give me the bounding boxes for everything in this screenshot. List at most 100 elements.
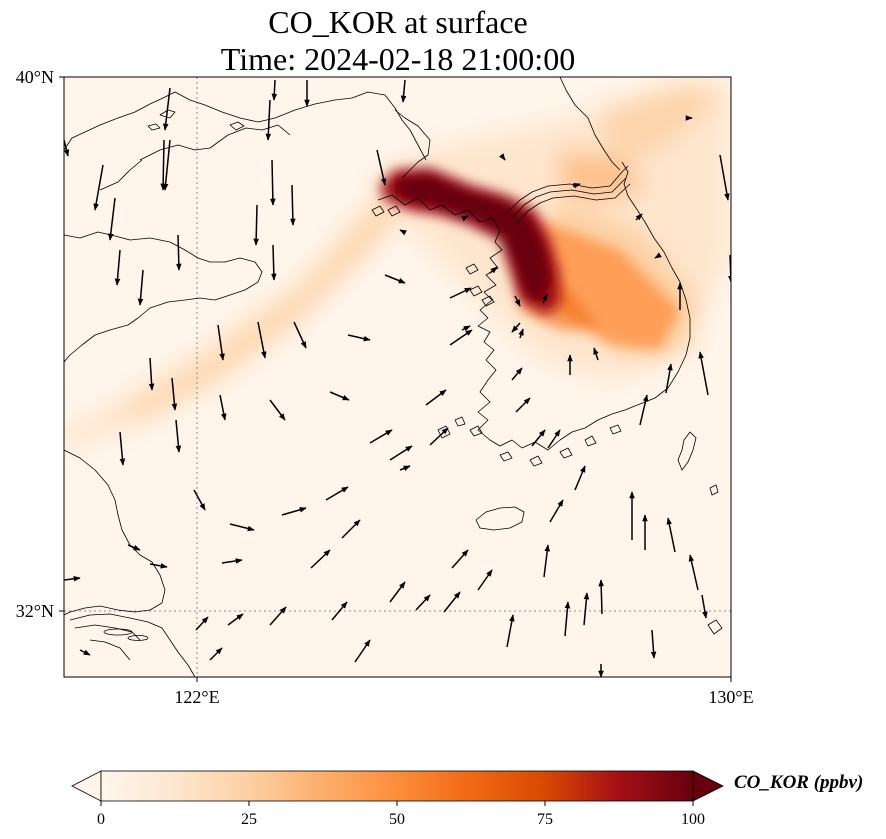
wind-arrow (547, 429, 561, 449)
wind-arrow (549, 499, 564, 523)
lat-tick-label-40: 40°N (16, 67, 54, 87)
wind-arrow (376, 149, 387, 186)
lat-axis: 40°N 32°N (16, 67, 64, 621)
wind-arrow (290, 184, 296, 226)
wind-arrow (389, 445, 413, 461)
wind-arrow (429, 427, 449, 446)
lon-tick-label-130: 130°E (708, 687, 753, 707)
small-island-2 (707, 619, 723, 635)
wind-arrow (107, 197, 116, 241)
wind-arrow (449, 329, 473, 346)
wind-arrow (79, 649, 91, 656)
wind-arrow (93, 164, 104, 211)
wind-arrow (511, 322, 521, 333)
wind-arrow (543, 544, 550, 578)
wind-arrow (415, 594, 431, 611)
colorbar-tick-50: 50 (389, 811, 405, 828)
wind-vectors (64, 79, 731, 677)
colorbar: 0 25 50 75 100 CO_KOR (ppbv) (71, 770, 863, 828)
wind-arrow (425, 389, 447, 406)
coastline-china (64, 91, 427, 677)
lon-axis: 122°E 130°E (174, 677, 754, 707)
wind-arrow (127, 544, 141, 551)
lat-tick-label-32: 32°N (16, 601, 54, 621)
wind-arrow (443, 591, 461, 613)
map-frame (63, 76, 732, 678)
wind-arrow (325, 486, 349, 501)
wind-arrow (329, 391, 350, 401)
wind-arrow (227, 613, 244, 626)
wind-arrow (341, 519, 361, 539)
wind-arrow (162, 87, 171, 131)
wind-arrow (598, 579, 604, 615)
wind-arrow (461, 215, 469, 222)
wind-arrow (666, 517, 676, 553)
wind-arrow (171, 377, 178, 411)
wind-arrow (176, 234, 182, 271)
wind-arrow (477, 569, 493, 591)
wind-arrow (193, 489, 206, 511)
wind-arrow (698, 351, 709, 396)
wind-arrow (449, 287, 472, 299)
wind-arrow (399, 465, 411, 471)
wind-arrow (461, 325, 471, 332)
wind-arrow (293, 321, 307, 349)
colorbar-tick-75: 75 (537, 811, 553, 828)
wind-arrow (639, 394, 649, 426)
wind-arrow (119, 431, 126, 466)
wind-arrow (688, 554, 699, 591)
wind-arrow (331, 601, 348, 621)
wind-arrow (209, 647, 223, 661)
wind-arrow (281, 507, 307, 516)
wind-arrow (515, 397, 531, 413)
lon-tick-label-122: 122°E (174, 687, 219, 707)
tsushima-island (677, 431, 697, 471)
wind-arrow (269, 399, 286, 421)
wind-arrow (389, 581, 406, 603)
wind-arrow (270, 159, 276, 206)
wind-arrow (269, 606, 287, 626)
wind-arrow (64, 576, 81, 582)
wind-arrow (511, 367, 523, 381)
wind-arrow (229, 523, 255, 532)
colorbar-label: CO_KOR (ppbv) (734, 772, 863, 793)
map-panel (64, 77, 731, 677)
small-island (709, 484, 719, 496)
wind-arrow (114, 249, 121, 286)
wind-arrow (175, 419, 182, 453)
wind-arrow (137, 269, 144, 306)
wind-arrow (265, 99, 272, 141)
wind-arrow (310, 549, 331, 569)
wind-arrow (162, 139, 171, 191)
jeju-island (475, 506, 525, 531)
wind-arrow (271, 79, 278, 101)
wind-arrow (219, 394, 227, 421)
wind-arrow (64, 139, 70, 157)
map-title: CO_KOR at surface (268, 4, 528, 40)
wind-arrow (354, 639, 371, 663)
wind-arrow (489, 266, 498, 274)
map-time-subtitle: Time: 2024-02-18 21:00:00 (220, 41, 576, 77)
wind-arrow (583, 592, 590, 626)
wind-arrow (701, 594, 708, 619)
wind-arrow (572, 183, 581, 189)
wind-arrow (271, 244, 277, 281)
colorbar-tick-0: 0 (97, 811, 105, 828)
wind-arrow (160, 139, 166, 191)
wind-arrow (498, 153, 506, 161)
wind-arrow (195, 616, 209, 631)
wind-arrow (400, 79, 407, 103)
colorbar-tick-100: 100 (681, 811, 705, 828)
wind-arrow (719, 154, 730, 201)
colorbar-extend-min (71, 770, 102, 802)
wind-arrow (347, 334, 371, 342)
wind-arrow (574, 465, 586, 491)
wind-arrow (148, 357, 155, 391)
wind-arrow (384, 274, 406, 284)
wind-arrow (650, 629, 657, 659)
wind-arrow (253, 204, 259, 246)
wind-arrow (506, 614, 515, 648)
wind-arrow (514, 295, 521, 307)
gridlines (64, 77, 731, 677)
wind-arrow (531, 429, 546, 447)
